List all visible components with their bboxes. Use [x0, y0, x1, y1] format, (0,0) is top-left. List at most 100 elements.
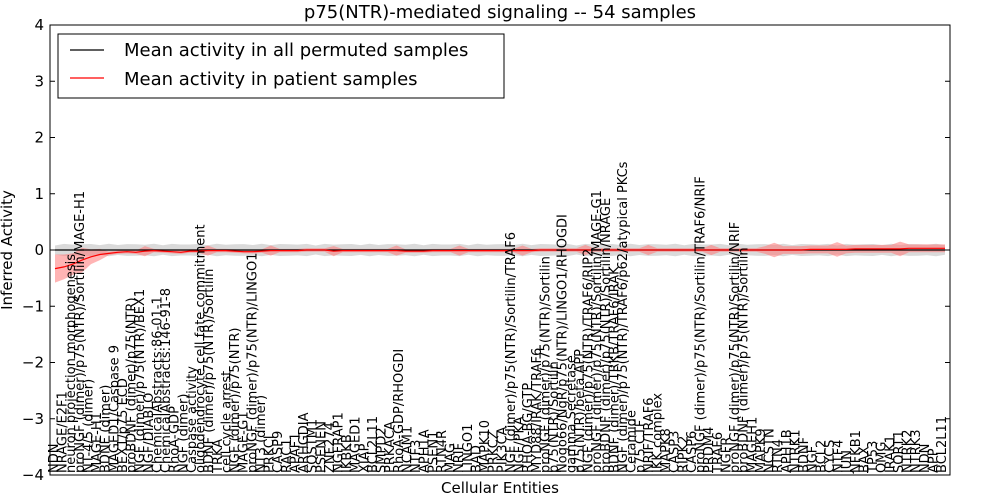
x-tick-label: p75 CTF [633, 420, 648, 473]
x-tick-label: PSEN1 [426, 431, 441, 473]
x-tick-label: BDNF [797, 437, 812, 473]
series-line-patient [54, 247, 945, 270]
x-tick-label: NGF [806, 446, 821, 473]
x-tick-label: TP53 [866, 441, 881, 474]
x-tick-label: NTRK1 [788, 429, 803, 473]
x-tick-label: NGF/DIABLO [142, 393, 157, 473]
x-tick-label: MAG [444, 443, 459, 473]
x-tick-label: NTF4 [832, 440, 847, 473]
x-tick-label: NGF (dimer) [176, 394, 191, 473]
x-tick-label: RIPK2 [676, 436, 691, 474]
legend-label-permuted: Mean activity in all permuted samples [124, 40, 468, 61]
y-tick-label: −1 [22, 297, 44, 315]
x-tick-label: RhoA-GDP [168, 406, 183, 473]
x-tick-label: PSENEN [314, 421, 329, 473]
x-tick-label: proNGF (dimer)/p75(NTR)/Sortilin/MAGE-H1 [73, 191, 88, 473]
x-tick-label: Caspase activity [185, 366, 200, 473]
x-tick-label: cell cycle arrest [219, 371, 234, 473]
x-tick-label: PRKCI [263, 435, 278, 473]
x-tick-label: proBDNF (dimer)/p75(NTR)/Sortilin/NRAGE [599, 198, 614, 473]
x-tick-label: NGF (dimer)/p75(NTR) [228, 328, 243, 473]
x-tick-label: NGF (dimer)/p75(NTR)/TRAF6/RIP2 [582, 249, 597, 473]
x-tick-label: NRAGE/E2F1 [56, 391, 71, 473]
x-tick-label: BCL2L11 [366, 416, 381, 473]
x-tick-label: NTRK3 [909, 429, 924, 473]
x-tick-label: CYCS [823, 440, 838, 473]
x-tick-label: p75(NTR)/beta APP [573, 349, 588, 473]
y-tick-label: 2 [34, 129, 44, 147]
x-tick-label: RAC1 [280, 438, 295, 473]
x-tick-label: NDN [918, 444, 933, 473]
x-tick-label: Nogo66/NgR/p75(NTR)/LINGO1/RHOGDI [556, 214, 571, 473]
x-tick-label: proBDNF (dimer)/p75(NTR)/Sortilin [737, 247, 752, 473]
x-tick-label: PIK3CA [495, 426, 510, 473]
x-tick-label: BCL2L11 [935, 416, 950, 473]
x-tick-label: NGF (dimer)/p75(NTR)/TRAF6/p62/atypical … [616, 161, 631, 473]
x-tick-label: MAPK10 [478, 420, 493, 473]
x-tick-label: SORT1 [892, 430, 907, 473]
x-tick-label: MAPK8 [659, 428, 674, 473]
patient-activity-band [55, 241, 945, 283]
x-tick-label: NGF (dimer)/p75(NTR)/Sortilin/TRAF6 [504, 232, 519, 473]
x-tick-label: proNGF (dimer)/p75(NTR)/Sortilin [538, 256, 553, 473]
y-tick-label: −4 [22, 466, 44, 484]
x-tick-label: XIAP [357, 443, 372, 473]
y-tick-label: −3 [22, 410, 44, 428]
x-tick-label: p75(NTR)/Sortilin [547, 361, 562, 473]
x-tick-label: proBDNF (dimer)/p75(NTR) [125, 297, 140, 473]
x-tick-label: CASP6 [685, 431, 700, 473]
x-tick-label: ChemicalAbstracts:146-91-8 [159, 288, 174, 473]
x-axis-label: Cellular Entities [441, 479, 559, 497]
x-tick-label: CASP9 [271, 431, 286, 473]
x-tick-label: BAX [857, 446, 872, 473]
x-tick-label: ZNF274 [323, 422, 338, 473]
x-tick-label: neuron projection morphogenesis [64, 254, 79, 473]
x-tick-label: IRAK1 [883, 435, 898, 473]
x-tick-label: MYD88/IRAK/TRAF6 [530, 348, 545, 473]
x-tick-label: JUN [840, 450, 855, 474]
x-tick-label: NGF (dimer)/p75(NTR)/BEX1 [133, 289, 148, 473]
x-tick-label: RTN4 [771, 439, 786, 473]
x-tick-label: PRKCZ [487, 430, 502, 473]
legend-frame [57, 33, 505, 99]
x-tick-label: APAF1 [288, 432, 303, 473]
x-tick-label: Ceramide [625, 410, 640, 473]
x-tick-label: NT3 (dimer) [254, 395, 269, 473]
chart-title: p75(NTR)-mediated signaling -- 54 sample… [304, 2, 696, 23]
x-tick-label: MAGEH1 [745, 417, 760, 473]
x-tick-label: proNGF (dimer)/p75(NTR)/Sortilin/MAGE-G1 [590, 190, 605, 473]
x-tick-label: TRAF6 [711, 432, 726, 474]
y-tick-label: −2 [22, 354, 44, 372]
x-tick-label: BDNF (dimer) [99, 385, 114, 473]
legend: Mean activity in all permuted samples Me… [57, 33, 505, 99]
x-tick-label: BEX1/p75 ECD [116, 378, 131, 473]
x-tick-label: SQSTM1 [306, 419, 321, 473]
y-tick-label: 1 [34, 185, 44, 203]
y-tick-label: 0 [34, 241, 44, 259]
x-tick-label: NTF3 [409, 440, 424, 473]
x-tick-label: MAGE-H1 [90, 412, 105, 473]
x-tick-label: APH1B [780, 429, 795, 473]
x-tick-label: NRIF [452, 443, 467, 473]
x-tick-label: NRIF/TRAF6 [642, 397, 657, 473]
x-tick-label: PRDM4 [702, 427, 717, 473]
x-tick-label: OMG [875, 442, 890, 474]
x-tick-label: NGF/PKA [513, 416, 528, 473]
x-tick-label: ARHGDIA [297, 412, 312, 473]
x-tick-label: NTRK2 [901, 429, 916, 473]
x-tick-label: NGFR [720, 437, 735, 473]
x-tick-label: APH1A [418, 429, 433, 473]
x-tick-label: ChemicalAbstracts:86-01-1 [151, 296, 166, 473]
x-tick-label: PRKACA [383, 421, 398, 473]
x-tick-label: proNGF (dimer)/p75(NTR)/LINGO1 [245, 253, 260, 473]
x-tick-label: LINGO1 [461, 424, 476, 473]
x-tick-label: IKBKB [340, 434, 355, 473]
y-tick-label: 4 [34, 16, 44, 34]
x-tick-label: SMPD2 [375, 427, 390, 473]
x-tick-label: oligodendrocyte cell fate commitment [194, 224, 209, 473]
x-tick-label: CASP3 [668, 431, 683, 473]
legend-label-patient: Mean activity in patient samples [124, 69, 418, 90]
x-tick-label: MAGE-G1 [237, 411, 252, 473]
